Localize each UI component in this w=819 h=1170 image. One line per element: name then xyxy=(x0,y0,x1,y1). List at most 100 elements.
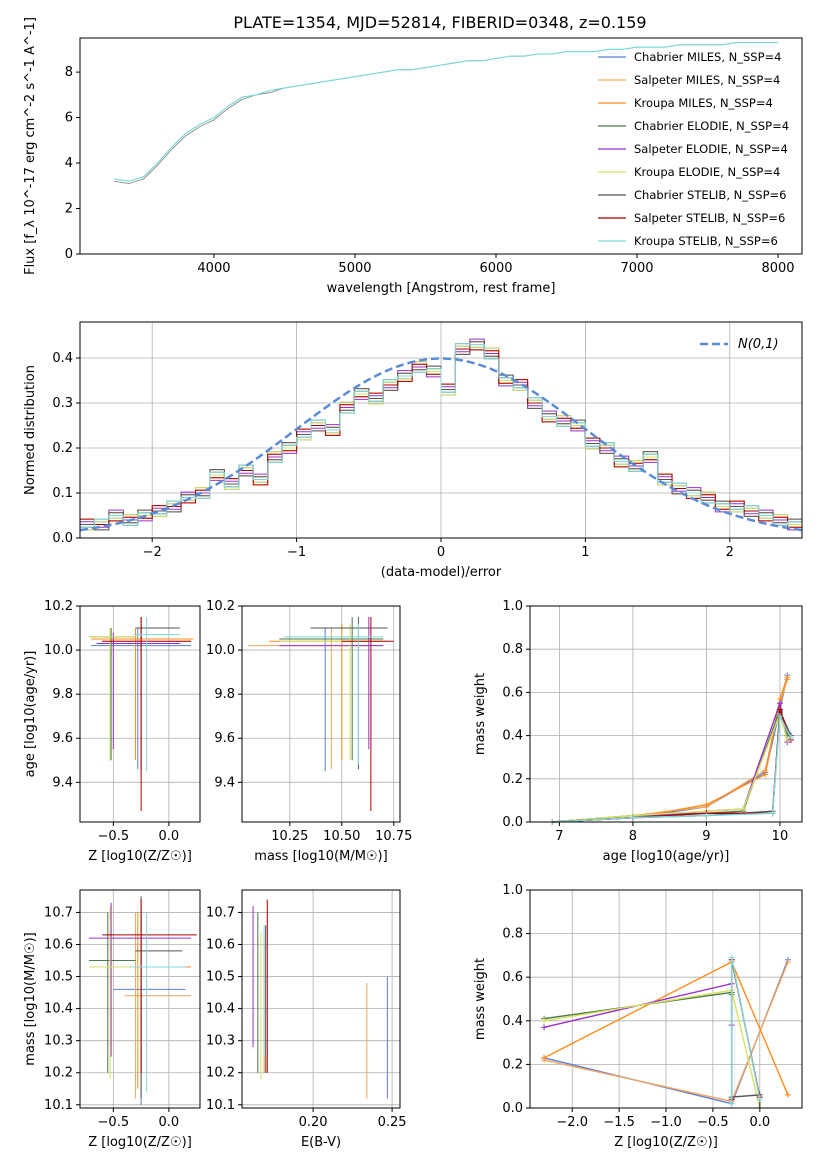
y-tick-label: 10.0 xyxy=(44,643,73,658)
x-tick-label: −0.5 xyxy=(697,1115,729,1130)
y-axis-label: Flux [f_λ 10^-17 erg cm^-2 s^-1 A^-1] xyxy=(23,17,38,275)
plot-area xyxy=(541,954,791,1111)
y-tick-label: 2 xyxy=(65,202,73,217)
x-tick-label: 10 xyxy=(772,829,789,844)
plot-area xyxy=(79,338,803,532)
y-tick-label: 0.6 xyxy=(502,685,523,700)
histogram-series xyxy=(80,343,802,528)
panel-residuals: −2 −1 0 1 2 0.0 0.1 0.2 0.3 0.4 (data-model)/error… xyxy=(23,321,803,580)
weight-series-line xyxy=(551,711,788,823)
weight-marker xyxy=(740,806,747,813)
legend-entry: Kroupa MILES, N_SSP=4 xyxy=(634,96,773,110)
legend-entry: Kroupa STELIB, N_SSP=6 xyxy=(634,234,778,248)
y-tick-label: 0.3 xyxy=(52,396,73,411)
y-tick-label: 10.2 xyxy=(206,599,235,614)
legend: Chabrier MILES, N_SSP=4 Salpeter MILES, N… xyxy=(598,50,789,248)
weight-marker xyxy=(784,958,791,965)
y-axis-label: mass [log10(M/M☉)] xyxy=(23,932,38,1065)
legend-entry: Chabrier STELIB, N_SSP=6 xyxy=(634,188,786,202)
x-tick-label: 0.25 xyxy=(378,1115,407,1130)
plot-area xyxy=(113,41,779,184)
y-axis-label: mass weight xyxy=(473,673,488,755)
weight-series-line xyxy=(552,677,788,823)
weight-series-line xyxy=(552,674,788,823)
legend-entry: Salpeter STELIB, N_SSP=6 xyxy=(634,211,785,225)
x-tick-label: −0.5 xyxy=(98,1115,130,1130)
gaussian-curve xyxy=(79,357,803,532)
x-tick-label: 10.25 xyxy=(271,829,308,844)
y-tick-label: 0.8 xyxy=(502,642,523,657)
x-tick-label: 9 xyxy=(702,829,710,844)
x-tick-label: 8 xyxy=(629,829,637,844)
y-tick-label: 9.6 xyxy=(52,731,73,746)
x-axis-label: Z [log10(Z/Z☉)] xyxy=(88,1135,192,1150)
y-tick-label: 9.8 xyxy=(52,687,73,702)
weight-series-line xyxy=(730,957,761,1104)
legend-entry: N(0,1) xyxy=(738,337,779,352)
y-tick-label: 10.4 xyxy=(44,1002,73,1017)
axes-frame xyxy=(79,605,201,823)
y-tick-label: 0.2 xyxy=(502,772,523,787)
weight-marker xyxy=(756,1096,763,1103)
y-tick-label: 10.4 xyxy=(206,1002,235,1017)
legend-entry: Kroupa ELODIE, N_SSP=4 xyxy=(634,165,780,179)
plot-area xyxy=(88,617,194,811)
y-tick-label: 10.6 xyxy=(206,938,235,953)
x-axis-label: mass [log10(M/M☉)] xyxy=(254,849,387,864)
y-tick-label: 0.0 xyxy=(502,815,523,830)
y-axis-label: mass weight xyxy=(473,958,488,1040)
y-tick-label: 0.4 xyxy=(502,729,523,744)
y-tick-label: 4 xyxy=(65,156,73,171)
x-tick-label: −2.0 xyxy=(556,1115,588,1130)
y-tick-label: 10.2 xyxy=(206,1066,235,1081)
x-tick-label: 0.0 xyxy=(159,1115,180,1130)
weight-marker xyxy=(541,1024,548,1031)
y-tick-label: 10.3 xyxy=(206,1034,235,1049)
x-tick-label: 8000 xyxy=(761,261,794,276)
y-tick-label: 0.8 xyxy=(502,927,523,942)
weight-marker xyxy=(776,706,783,713)
y-tick-label: 0.4 xyxy=(52,351,73,366)
y-tick-label: 0 xyxy=(65,247,73,262)
y-tick-label: 0.4 xyxy=(502,1014,523,1029)
x-axis-label: E(B-V) xyxy=(301,1135,341,1150)
weight-marker xyxy=(787,734,794,741)
x-tick-label: −1.0 xyxy=(650,1115,682,1130)
y-tick-label: 9.6 xyxy=(214,731,235,746)
plot-area xyxy=(549,669,794,825)
panel-mass_weight_vs_age: 7 8 9 10 0.0 0.2 0.4 0.6 0.8 1.0 age [log10(age/yr… xyxy=(473,599,803,864)
plot-area xyxy=(88,896,197,1105)
y-tick-label: 1.0 xyxy=(502,883,523,898)
y-tick-label: 0.0 xyxy=(52,531,73,546)
weight-series-line xyxy=(552,709,792,823)
y-tick-label: 0.2 xyxy=(52,441,73,456)
x-tick-label: −0.5 xyxy=(98,829,130,844)
panel-mass_vs_Z: −0.5 0.0 10.1 10.2 10.3 10.4 10.5 10.6 10.7 Z [lo… xyxy=(23,889,201,1150)
y-tick-label: 8 xyxy=(65,65,73,80)
x-tick-label: 0.0 xyxy=(749,1115,770,1130)
weight-marker xyxy=(703,801,710,808)
x-tick-label: 10.75 xyxy=(375,829,412,844)
panel-spectrum: 4000 5000 6000 7000 8000 0 2 4 6 8 wavelength [Ang… xyxy=(23,17,803,296)
y-tick-label: 10.2 xyxy=(44,1066,73,1081)
x-tick-label: 0 xyxy=(437,545,445,560)
y-tick-label: 0.0 xyxy=(502,1101,523,1116)
weight-marker xyxy=(769,810,776,817)
weight-marker xyxy=(541,1017,548,1024)
x-tick-label: 5000 xyxy=(338,261,371,276)
x-tick-label: 7 xyxy=(555,829,563,844)
y-tick-label: 9.4 xyxy=(214,775,235,790)
x-tick-label: 0.20 xyxy=(299,1115,328,1130)
y-tick-label: 10.0 xyxy=(206,643,235,658)
x-tick-label: 10.50 xyxy=(323,829,360,844)
weight-series-line xyxy=(731,1094,761,1108)
y-tick-label: 0.6 xyxy=(502,970,523,985)
series-line-model xyxy=(113,41,779,182)
weight-series-line xyxy=(552,709,792,823)
weight-series-line xyxy=(551,707,788,823)
legend-entry: Salpeter MILES, N_SSP=4 xyxy=(634,73,780,87)
y-tick-label: 10.2 xyxy=(44,599,73,614)
legend-entry: Salpeter ELODIE, N_SSP=4 xyxy=(634,142,788,156)
weight-series-line xyxy=(543,989,761,1109)
